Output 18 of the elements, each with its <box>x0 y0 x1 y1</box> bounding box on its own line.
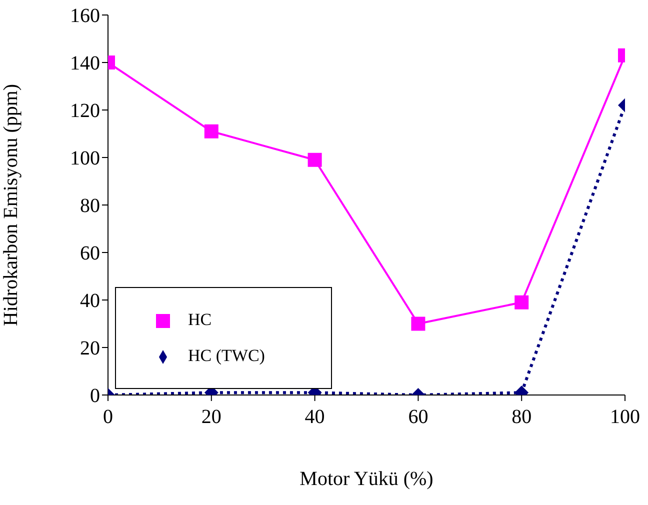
y-tick-label: 0 <box>90 385 100 408</box>
y-tick-label: 120 <box>70 100 100 122</box>
y-tick-label: 140 <box>70 52 100 75</box>
y-tick-label: 60 <box>80 242 100 265</box>
x-tick-label: 20 <box>201 406 222 428</box>
legend-label: HC <box>188 310 212 329</box>
y-tick-label: 80 <box>80 195 100 218</box>
x-tick-label: 100 <box>610 406 640 428</box>
y-tick-label: 160 <box>70 5 100 28</box>
legend-label: HC (TWC) <box>188 346 265 365</box>
x-tick-label: 40 <box>304 406 325 428</box>
x-tick-label: 80 <box>512 406 532 428</box>
y-tick-label: 100 <box>70 148 100 170</box>
y-axis-title: Hidrokarbon Emisyonu (ppm) <box>0 84 22 326</box>
y-tick-label: 20 <box>80 338 100 360</box>
x-axis-title: Motor Yükü (%) <box>300 468 434 490</box>
x-tick-label: 60 <box>408 406 428 428</box>
y-tick-label: 40 <box>80 290 100 312</box>
